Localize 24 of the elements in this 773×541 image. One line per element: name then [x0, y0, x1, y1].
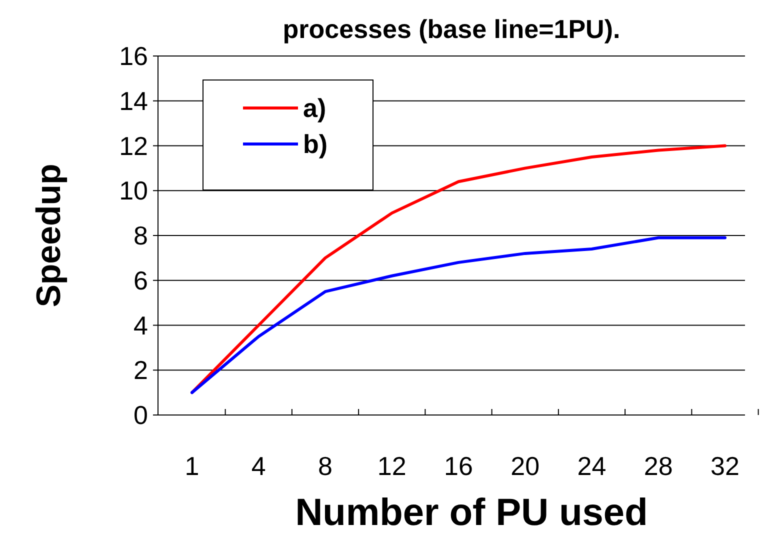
- x-tick-label: 8: [318, 451, 332, 481]
- y-tick-label: 10: [119, 176, 148, 206]
- y-tick-label: 4: [134, 310, 148, 340]
- legend-label: b): [303, 129, 328, 160]
- x-tick-label: 20: [510, 451, 540, 481]
- y-tick-label: 2: [134, 355, 148, 386]
- x-tick-label: 12: [377, 451, 406, 481]
- x-tick-label: 24: [577, 451, 606, 481]
- y-tick-label: 0: [134, 400, 148, 430]
- x-tick-label: 1: [184, 451, 200, 481]
- y-tick-label: 12: [119, 130, 148, 161]
- legend-label: a): [303, 93, 326, 124]
- x-tick-label: 4: [251, 451, 266, 481]
- y-tick-label: 16: [119, 41, 148, 72]
- x-axis-title: Number of PU used: [295, 492, 648, 534]
- x-tick-label: 28: [644, 451, 673, 481]
- line-series: [190, 236, 726, 394]
- x-tick-label: 32: [710, 451, 740, 481]
- x-tick-label: 16: [444, 451, 473, 481]
- y-tick-label: 14: [119, 86, 148, 116]
- y-axis-title: Speedup: [30, 164, 68, 308]
- chart-title: processes (base line=1PU).: [282, 14, 620, 44]
- y-tick-label: 6: [134, 265, 148, 296]
- y-tick-label: 8: [134, 220, 148, 251]
